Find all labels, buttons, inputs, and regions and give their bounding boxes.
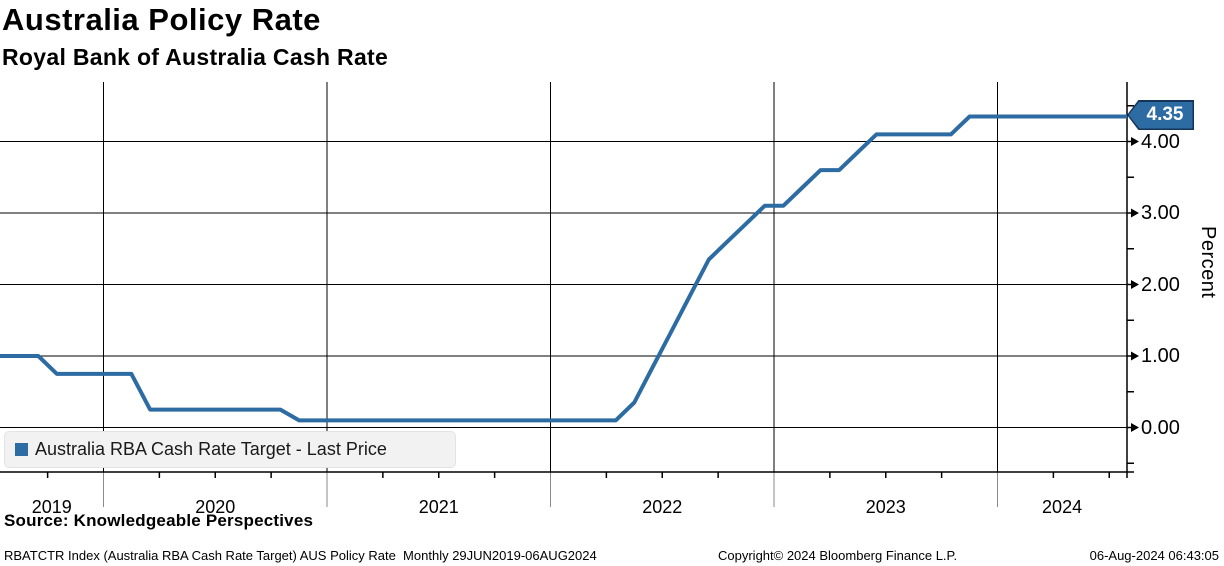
y-axis-tick-label: 2.00 <box>1141 273 1180 296</box>
last-price-tag-body: 4.35 <box>1128 101 1193 129</box>
page-title: Australia Policy Rate <box>2 2 321 37</box>
x-axis-year-label: 2022 <box>642 497 683 517</box>
y-tick-arrow-icon <box>1131 280 1139 289</box>
y-tick-arrow-icon <box>1131 208 1139 218</box>
x-axis-year-label: 2020 <box>195 497 236 517</box>
y-axis-tick-label: 3.00 <box>1141 202 1180 224</box>
y-axis-title: Percent <box>1197 226 1219 299</box>
source-line: Source: Knowledgeable Perspectives <box>4 511 314 530</box>
footer-ticker-info: RBATCTR Index (Australia RBA Cash Rate T… <box>4 548 597 563</box>
last-price-value: 4.35 <box>1146 104 1184 125</box>
footer-copyright: Copyright© 2024 Bloomberg Finance L.P. <box>718 548 958 563</box>
x-axis-year-label: 2023 <box>865 497 906 517</box>
last-price-tag: 4.35 <box>1127 100 1194 130</box>
footer-datetime: 06-Aug-2024 06:43:05 <box>1089 548 1219 563</box>
y-axis-tick-label: 0.00 <box>1141 416 1180 439</box>
y-axis-tick-label: 4.00 <box>1141 130 1180 153</box>
x-axis-year-label: 2021 <box>418 497 459 517</box>
page-subtitle: Royal Bank of Australia Cash Rate <box>2 44 389 70</box>
y-tick-arrow-icon <box>1131 423 1139 432</box>
y-axis-tick-label: 1.00 <box>1141 345 1180 367</box>
legend-label: Australia RBA Cash Rate Target - Last Pr… <box>35 439 387 459</box>
legend[interactable]: Australia RBA Cash Rate Target - Last Pr… <box>4 431 456 468</box>
rate-line-series <box>0 114 1127 423</box>
y-tick-arrow-icon <box>1131 137 1139 146</box>
legend-swatch-icon <box>15 443 28 456</box>
y-tick-arrow-icon <box>1131 351 1139 361</box>
x-axis-year-label: 2019 <box>31 497 72 517</box>
x-axis-year-label: 2024 <box>1042 497 1083 517</box>
